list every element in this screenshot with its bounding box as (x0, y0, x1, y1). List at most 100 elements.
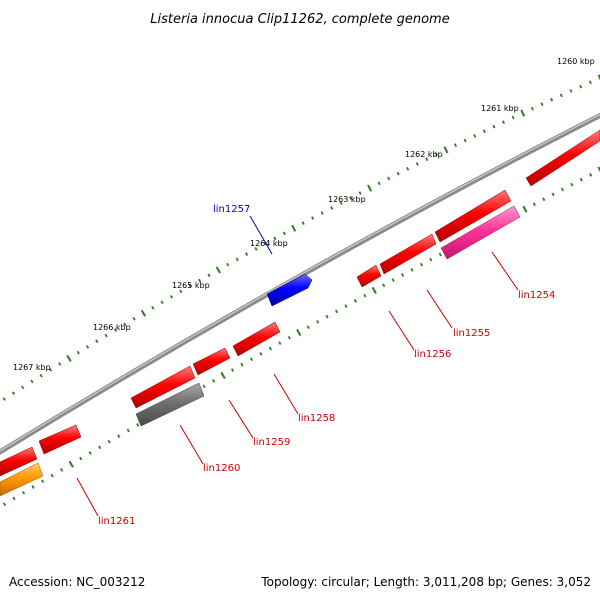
gene-label-lin1260[interactable]: lin1260 (203, 463, 240, 474)
gene-feature-left-red[interactable] (0, 446, 38, 477)
gene-feature-lin1256[interactable] (356, 264, 382, 288)
leader-lines (76, 215, 519, 517)
gene-feature-left-orange[interactable] (0, 462, 44, 497)
gene-label-lin1261[interactable]: lin1261 (98, 516, 135, 527)
inner-ring-tick (31, 485, 35, 489)
inner-ring-tick (560, 187, 564, 192)
outer-ring-tick (151, 305, 155, 310)
outer-ring-tick (226, 262, 230, 267)
outer-ring-tick (550, 97, 554, 102)
tick-label-1264: 1264 kbp (250, 239, 288, 248)
outer-ring-tick (2, 397, 6, 401)
outer-ring-tick (492, 124, 496, 129)
inner-ring-tick (98, 445, 102, 450)
inner-ring-tick (522, 205, 528, 213)
genome-summary-text: Topology: circular; Length: 3,011,208 bp… (260, 575, 591, 589)
leader-line-lin1257 (249, 215, 273, 255)
outer-ring-tick (113, 328, 118, 332)
outer-ring-tick (48, 368, 53, 372)
inner-ring-tick (306, 325, 310, 330)
inner-ring-tick (2, 502, 7, 507)
outer-ring-tick (540, 102, 544, 106)
gene-label-lin1259[interactable]: lin1259 (253, 437, 290, 448)
inner-ring-tick (50, 473, 54, 478)
outer-ring-tick (339, 201, 343, 205)
outer-ring-tick (367, 184, 373, 192)
outer-ring-tick (132, 317, 136, 321)
tick-label-1263: 1263 kbp (328, 195, 366, 204)
gene-label-lin1258[interactable]: lin1258 (298, 413, 335, 424)
accession-text: Accession: NC_003212 (9, 575, 145, 589)
inner-ring-tick (126, 428, 130, 433)
gene-feature-lin1260[interactable] (135, 382, 205, 427)
outer-ring-tick (30, 379, 34, 384)
gene-label-lin1255[interactable]: lin1255 (453, 328, 490, 339)
outer-ring-tick (140, 309, 147, 317)
outer-ring-tick (377, 181, 381, 186)
leader-line-lin1260 (179, 424, 204, 465)
gene-label-lin1257[interactable]: lin1257 (213, 204, 250, 215)
inner-ring-tick (542, 197, 546, 202)
outer-ring-tick (21, 385, 25, 390)
outer-ring-tick (254, 247, 258, 251)
leader-line-lin1259 (228, 399, 254, 439)
outer-ring-tick (85, 345, 90, 349)
tick-label-1262: 1262 kbp (405, 150, 443, 159)
tick-label-1266: 1266 kbp (93, 323, 131, 332)
tick-label-1260: 1260 kbp (557, 57, 595, 66)
outer-ring-tick (425, 157, 429, 162)
inner-ring-tick (230, 368, 235, 372)
outer-ring-tick (358, 191, 362, 195)
outer-tick-ring (2, 74, 600, 401)
gene-label-lin1256[interactable]: lin1256 (414, 349, 451, 360)
tick-label-1267: 1267 kbp (13, 363, 51, 372)
gene-feature-lin1255[interactable] (379, 233, 437, 275)
inner-ring-tick (532, 202, 536, 207)
outer-ring-tick (95, 339, 99, 344)
inner-ring-tick (410, 267, 414, 272)
inner-ring-tick (325, 314, 329, 319)
outer-ring-tick (273, 236, 277, 241)
gene-feature-lin1257[interactable] (266, 273, 313, 307)
gene-label-lin1254[interactable]: lin1254 (518, 290, 555, 301)
gene-feature-top-right[interactable] (525, 129, 600, 187)
outer-ring-tick (169, 295, 174, 299)
outer-ring-tick (453, 143, 458, 147)
map-title: Listeria innocua Clip11262, complete gen… (150, 12, 449, 27)
outer-ring-tick (387, 176, 391, 181)
inner-ring-tick (202, 384, 206, 389)
outer-ring-tick (396, 171, 400, 176)
outer-ring-tick (559, 93, 563, 98)
outer-ring-tick (311, 216, 315, 220)
outer-ring-tick (207, 273, 211, 278)
inner-ring-tick (597, 166, 600, 173)
inner-ring-tick (88, 451, 92, 455)
outer-ring-tick (198, 278, 202, 283)
outer-ring-tick (588, 80, 592, 85)
outer-ring-tick (482, 129, 486, 134)
gene-feature-lin1254[interactable] (440, 205, 521, 260)
outer-ring-tick (188, 284, 192, 288)
outer-ring-tick (463, 138, 467, 143)
inner-ring-tick (335, 309, 339, 314)
inner-ring-tick (22, 490, 26, 495)
outer-ring-tick (58, 362, 62, 366)
inner-ring-tick (79, 456, 83, 461)
genome-backbone-highlight (0, 113, 600, 452)
gene-feature-lin1254-neighbor[interactable] (434, 189, 512, 243)
inner-ring-tick (363, 293, 367, 298)
gene-feature-lin1258[interactable] (232, 321, 281, 357)
outer-ring-tick (235, 257, 239, 262)
inner-ring-tick (278, 341, 282, 345)
gene-feature-lin1261[interactable] (38, 424, 82, 455)
outer-ring-tick (179, 289, 183, 294)
leader-line-lin1258 (273, 373, 299, 415)
outer-ring-tick (282, 231, 286, 236)
inner-ring-tick (60, 468, 64, 472)
gene-feature-lin1259[interactable] (192, 347, 231, 376)
outer-ring-tick (406, 166, 410, 171)
gene-feature-lin1259-neighbor[interactable] (130, 365, 196, 409)
outer-ring-tick (11, 391, 16, 395)
inner-ring-tick (68, 460, 74, 468)
